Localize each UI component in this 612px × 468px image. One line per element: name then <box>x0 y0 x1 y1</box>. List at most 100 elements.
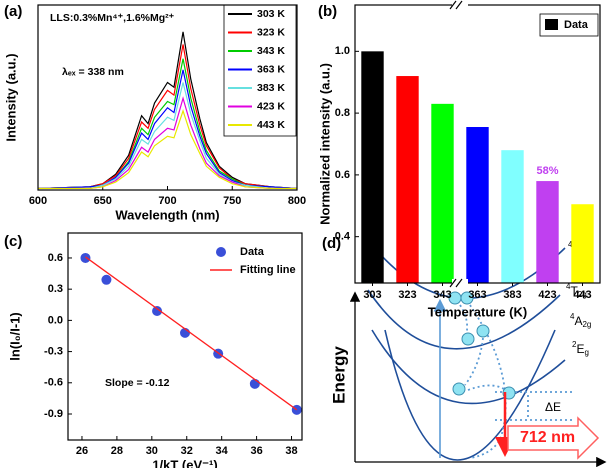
y-axis-label: ln(I₀/I-1) <box>7 312 22 360</box>
y-axis-label: Intensity (a.u.) <box>3 53 18 141</box>
spectrum-line <box>37 31 298 190</box>
electron <box>461 332 475 346</box>
curve-4t2g <box>367 289 561 350</box>
y-tick-label: 1.0 <box>335 45 350 57</box>
bar <box>466 127 489 283</box>
data-point <box>249 378 260 389</box>
x-axis-label: Wavelength (nm) <box>115 207 219 222</box>
x-tick-label: 383 <box>503 289 521 301</box>
plot-frame <box>37 4 298 191</box>
x-tick-label: 750 <box>223 195 241 207</box>
y-tick-label: 0.8 <box>335 107 350 119</box>
x-tick-label: 443 <box>573 289 591 301</box>
x-tick-label: 323 <box>398 289 416 301</box>
x-tick-label: 600 <box>29 195 47 207</box>
legend-label: 323 K <box>257 26 285 38</box>
level-sup: 4 <box>566 282 571 291</box>
fit-line <box>85 256 298 411</box>
level-label: 2Eg <box>572 340 589 357</box>
bar <box>536 181 559 283</box>
level-sub: 2g <box>578 290 587 299</box>
legend-label: 343 K <box>257 45 285 57</box>
x-tick-label: 36 <box>250 445 262 457</box>
panel-label: (a) <box>4 3 22 20</box>
legend-label: 423 K <box>257 100 285 112</box>
level-base: E <box>576 342 584 356</box>
panel-label: (d) <box>322 235 341 252</box>
level-sub: 2g <box>582 320 591 329</box>
bar <box>396 76 419 284</box>
energy-label: Energy <box>329 346 348 404</box>
annotation: LLS:0.3%Mn⁴⁺,1.6%Mg²⁺ <box>50 12 175 24</box>
electron <box>476 324 490 338</box>
level-base: A <box>574 314 582 328</box>
delta-label: ΔE <box>545 400 561 414</box>
x-tick-label: 363 <box>468 289 486 301</box>
spectrum-line <box>37 69 298 190</box>
y-tick-label: -0.3 <box>44 345 63 357</box>
y-tick-label: -0.6 <box>44 377 63 389</box>
electron <box>452 382 466 396</box>
level-sup: 4 <box>570 312 575 321</box>
axis-break <box>449 0 468 288</box>
annotation: Slope = -0.12 <box>105 377 170 389</box>
spectrum-line <box>38 96 297 190</box>
legend-label: 363 K <box>257 63 285 75</box>
legend-label: 383 K <box>257 82 285 94</box>
legend-label: 443 K <box>257 119 285 131</box>
relaxation-path <box>459 304 469 337</box>
x-tick-label: 28 <box>111 445 123 457</box>
x-tick-label: 343 <box>433 289 451 301</box>
plot-frame <box>67 232 303 441</box>
emission-box <box>507 416 600 460</box>
x-tick-label: 650 <box>94 195 112 207</box>
relaxation-path <box>464 337 484 386</box>
x-tick-label: 800 <box>288 195 306 207</box>
relaxation-path <box>469 304 507 459</box>
plot-frame <box>354 4 601 284</box>
level-sup: 2 <box>572 340 577 349</box>
x-tick-label: 700 <box>158 195 176 207</box>
bar <box>431 103 454 283</box>
data-point <box>152 306 163 317</box>
x-axis-label: 1/kT (eV⁻¹) <box>152 457 217 468</box>
y-tick-label: 0.6 <box>335 169 350 181</box>
curve-ground <box>384 329 556 461</box>
level-base: T <box>570 284 578 298</box>
legend-label: Fitting line <box>240 264 296 276</box>
bar <box>361 51 384 284</box>
y-tick-label: 0.0 <box>48 314 63 326</box>
legend-label: 303 K <box>257 8 285 20</box>
x-tick-label: 38 <box>285 445 297 457</box>
level-sub: g <box>584 348 588 357</box>
legend-label: Data <box>240 246 265 258</box>
x-axis-label: Temperature (K) <box>428 304 527 319</box>
y-tick-label: 0.3 <box>48 283 63 295</box>
value-label: 58% <box>536 165 558 177</box>
panel-label: (b) <box>318 3 337 20</box>
emission-label: 712 nm <box>520 429 575 446</box>
legend-swatch <box>545 19 558 30</box>
y-tick-label: 0.6 <box>48 252 63 264</box>
data-point <box>101 274 112 285</box>
relaxation-path <box>467 384 509 393</box>
legend-swatch <box>216 247 226 257</box>
x-tick-label: 423 <box>538 289 556 301</box>
panel-label: (c) <box>4 233 22 250</box>
bar <box>501 150 524 283</box>
x-tick-label: 26 <box>76 445 88 457</box>
y-tick-label: -0.9 <box>44 408 63 420</box>
data-point <box>80 252 91 263</box>
annotation: λₑₓ = 338 nm <box>62 66 124 78</box>
spectrum-line <box>38 82 297 190</box>
y-axis-label: Normalized intensity (a.u.) <box>317 63 332 225</box>
electron <box>460 291 474 305</box>
x-tick-label: 303 <box>363 289 381 301</box>
bar <box>571 204 594 283</box>
x-tick-label: 30 <box>146 445 158 457</box>
y-tick-label: 0.4 <box>335 231 351 243</box>
spectrum-line <box>38 109 297 190</box>
legend-label: Data <box>564 19 589 31</box>
x-tick-label: 32 <box>181 445 193 457</box>
